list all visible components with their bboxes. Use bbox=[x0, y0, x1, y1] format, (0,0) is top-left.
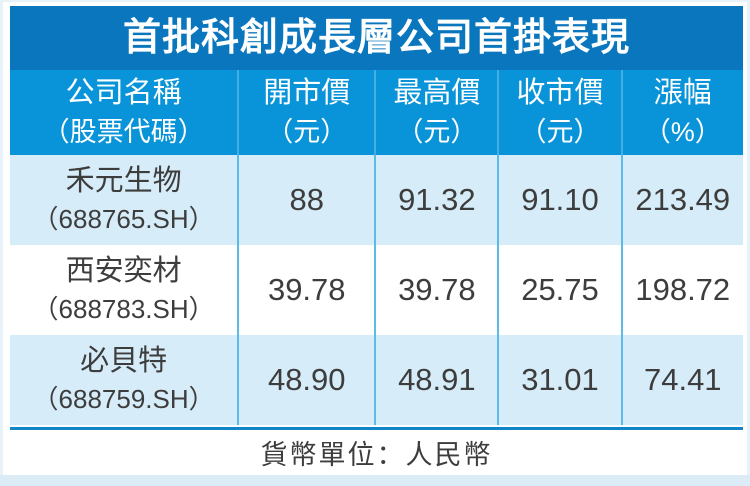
column-header-line1: 漲幅 bbox=[653, 76, 712, 109]
column-header-line1: 最高價 bbox=[393, 76, 481, 109]
stock-code: （688765.SH） bbox=[32, 203, 215, 234]
change-pct-cell: 198.72 bbox=[620, 245, 743, 335]
company-name: 禾元生物 bbox=[65, 165, 182, 198]
footer-rule bbox=[10, 427, 743, 430]
page-title: 首批科創成長層公司首掛表現 bbox=[122, 17, 630, 59]
stock-code: （688783.SH） bbox=[32, 293, 215, 324]
open-price-cell: 88 bbox=[237, 155, 374, 245]
close-price-cell: 25.75 bbox=[497, 245, 620, 335]
company-name: 西安奕材 bbox=[65, 255, 182, 288]
change-pct-cell: 74.41 bbox=[620, 335, 743, 425]
open-price-cell: 48.90 bbox=[237, 335, 374, 425]
column-header-line2: （元） bbox=[396, 117, 478, 148]
company-cell: 西安奕材 （688783.SH） bbox=[10, 245, 237, 335]
column-header-line1: 開市價 bbox=[263, 76, 351, 109]
column-header-company: 公司名稱 （股票代碼） bbox=[10, 70, 237, 155]
column-header-change: 漲幅 （%） bbox=[620, 70, 743, 155]
column-header-high: 最高價 （元） bbox=[374, 70, 497, 155]
page-edge-right bbox=[747, 0, 750, 486]
page-edge-top bbox=[0, 0, 750, 2]
column-header-line2: （元） bbox=[266, 117, 348, 148]
close-price-cell: 91.10 bbox=[497, 155, 620, 245]
high-price-cell: 91.32 bbox=[374, 155, 497, 245]
high-price-cell: 48.91 bbox=[374, 335, 497, 425]
table-header-row: 公司名稱 （股票代碼） 開市價 （元） 最高價 （元） 收市價 （元） 漲幅 （… bbox=[10, 70, 743, 155]
close-price-cell: 31.01 bbox=[497, 335, 620, 425]
company-name: 必貝特 bbox=[80, 345, 168, 378]
company-cell: 禾元生物 （688765.SH） bbox=[10, 155, 237, 245]
infographic-table-panel: 首批科創成長層公司首掛表現 公司名稱 （股票代碼） 開市價 （元） 最高價 （元… bbox=[10, 6, 743, 475]
page-edge-left bbox=[0, 0, 3, 486]
footnote-row: 貨幣單位：人民幣 bbox=[10, 430, 743, 475]
column-header-open: 開市價 （元） bbox=[237, 70, 374, 155]
title-bar: 首批科創成長層公司首掛表現 bbox=[10, 6, 743, 70]
column-header-line2: （元） bbox=[519, 117, 601, 148]
footer-gap bbox=[10, 425, 743, 427]
column-header-line1: 公司名稱 bbox=[65, 76, 182, 109]
column-header-line2: （股票代碼） bbox=[42, 117, 205, 148]
stock-code: （688759.SH） bbox=[32, 383, 215, 414]
change-pct-cell: 213.49 bbox=[620, 155, 743, 245]
table-row: 必貝特 （688759.SH） 48.90 48.91 31.01 74.41 bbox=[10, 335, 743, 425]
column-header-line1: 收市價 bbox=[516, 76, 604, 109]
footnote-text: 貨幣單位：人民幣 bbox=[260, 440, 493, 470]
table-row: 禾元生物 （688765.SH） 88 91.32 91.10 213.49 bbox=[10, 155, 743, 245]
column-header-close: 收市價 （元） bbox=[497, 70, 620, 155]
column-header-line2: （%） bbox=[643, 117, 722, 148]
company-cell: 必貝特 （688759.SH） bbox=[10, 335, 237, 425]
high-price-cell: 39.78 bbox=[374, 245, 497, 335]
open-price-cell: 39.78 bbox=[237, 245, 374, 335]
page-edge-bottom bbox=[0, 475, 750, 486]
table-row: 西安奕材 （688783.SH） 39.78 39.78 25.75 198.7… bbox=[10, 245, 743, 335]
